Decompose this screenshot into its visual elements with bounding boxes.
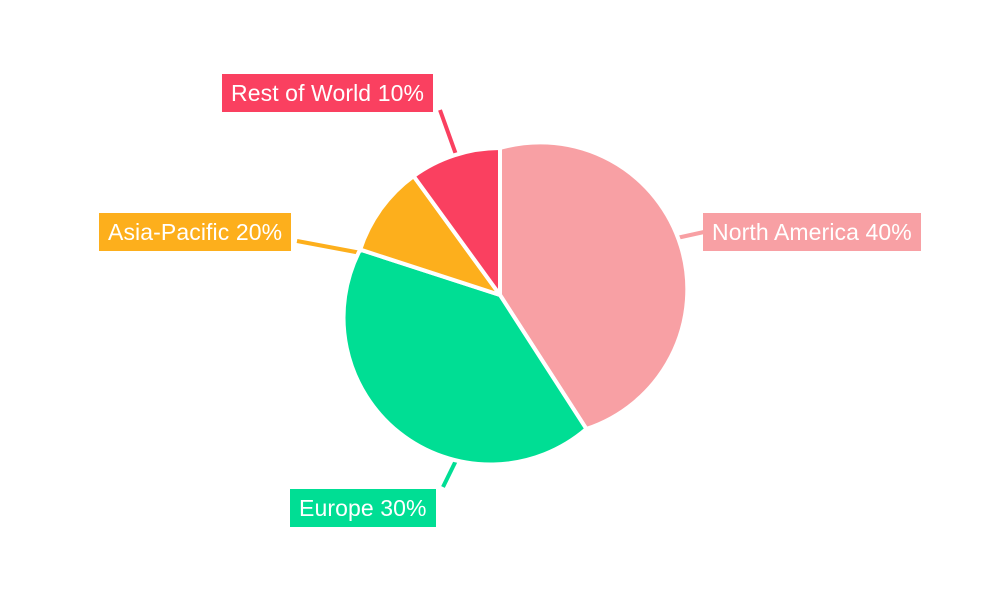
pie-slice-europe[interactable] — [341, 247, 589, 467]
pie-label-rest-of-world[interactable]: Rest of World 10% — [222, 74, 434, 112]
pie-label-north-america-text: North America 40% — [712, 218, 912, 245]
pie-label-rest-of-world-text: Rest of World 10% — [231, 79, 425, 106]
pie-slice-north-america[interactable] — [498, 140, 690, 431]
pie-label-europe-text: Europe 30% — [299, 494, 427, 521]
pie-slice-rest-of-world[interactable] — [411, 146, 502, 297]
pie-slice-asia-pacific[interactable] — [358, 174, 502, 297]
leader-line-asia-pacific — [296, 239, 362, 255]
pie-label-asia-pacific[interactable]: Asia-Pacific 20% — [99, 213, 292, 251]
pie-slices — [341, 140, 690, 467]
pie-label-europe[interactable]: Europe 30% — [290, 489, 436, 527]
pie-label-asia-pacific-text: Asia-Pacific 20% — [108, 218, 283, 245]
pie-label-north-america[interactable]: North America 40% — [703, 213, 921, 251]
